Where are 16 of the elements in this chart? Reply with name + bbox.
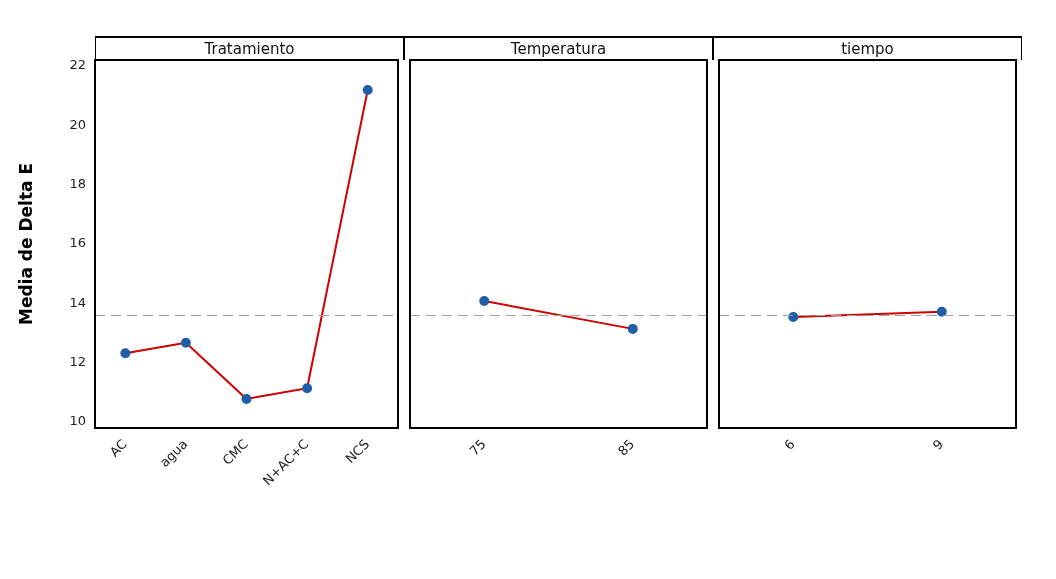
y-tick-label: 20 [69,116,86,132]
x-tick-label: 6 [781,436,798,453]
x-tick-label: 75 [466,436,489,459]
chart-title: Tratamiento [95,36,404,60]
x-tick-label: 9 [929,436,947,453]
y-tick-label: 14 [69,294,86,310]
y-tick-label: 12 [69,354,86,370]
y-axis-title: Media de Delta E [15,162,36,326]
y-tick-label: 22 [69,57,86,73]
y-tick-label: 18 [69,176,86,192]
chart-title: Temperatura [404,36,713,60]
x-tick-label: 85 [614,436,638,459]
y-tick-label: 16 [69,235,86,251]
x-tick-label: AC [106,436,130,460]
y-tick-label: 10 [69,413,86,429]
chart-title: tiempo [713,36,1022,60]
